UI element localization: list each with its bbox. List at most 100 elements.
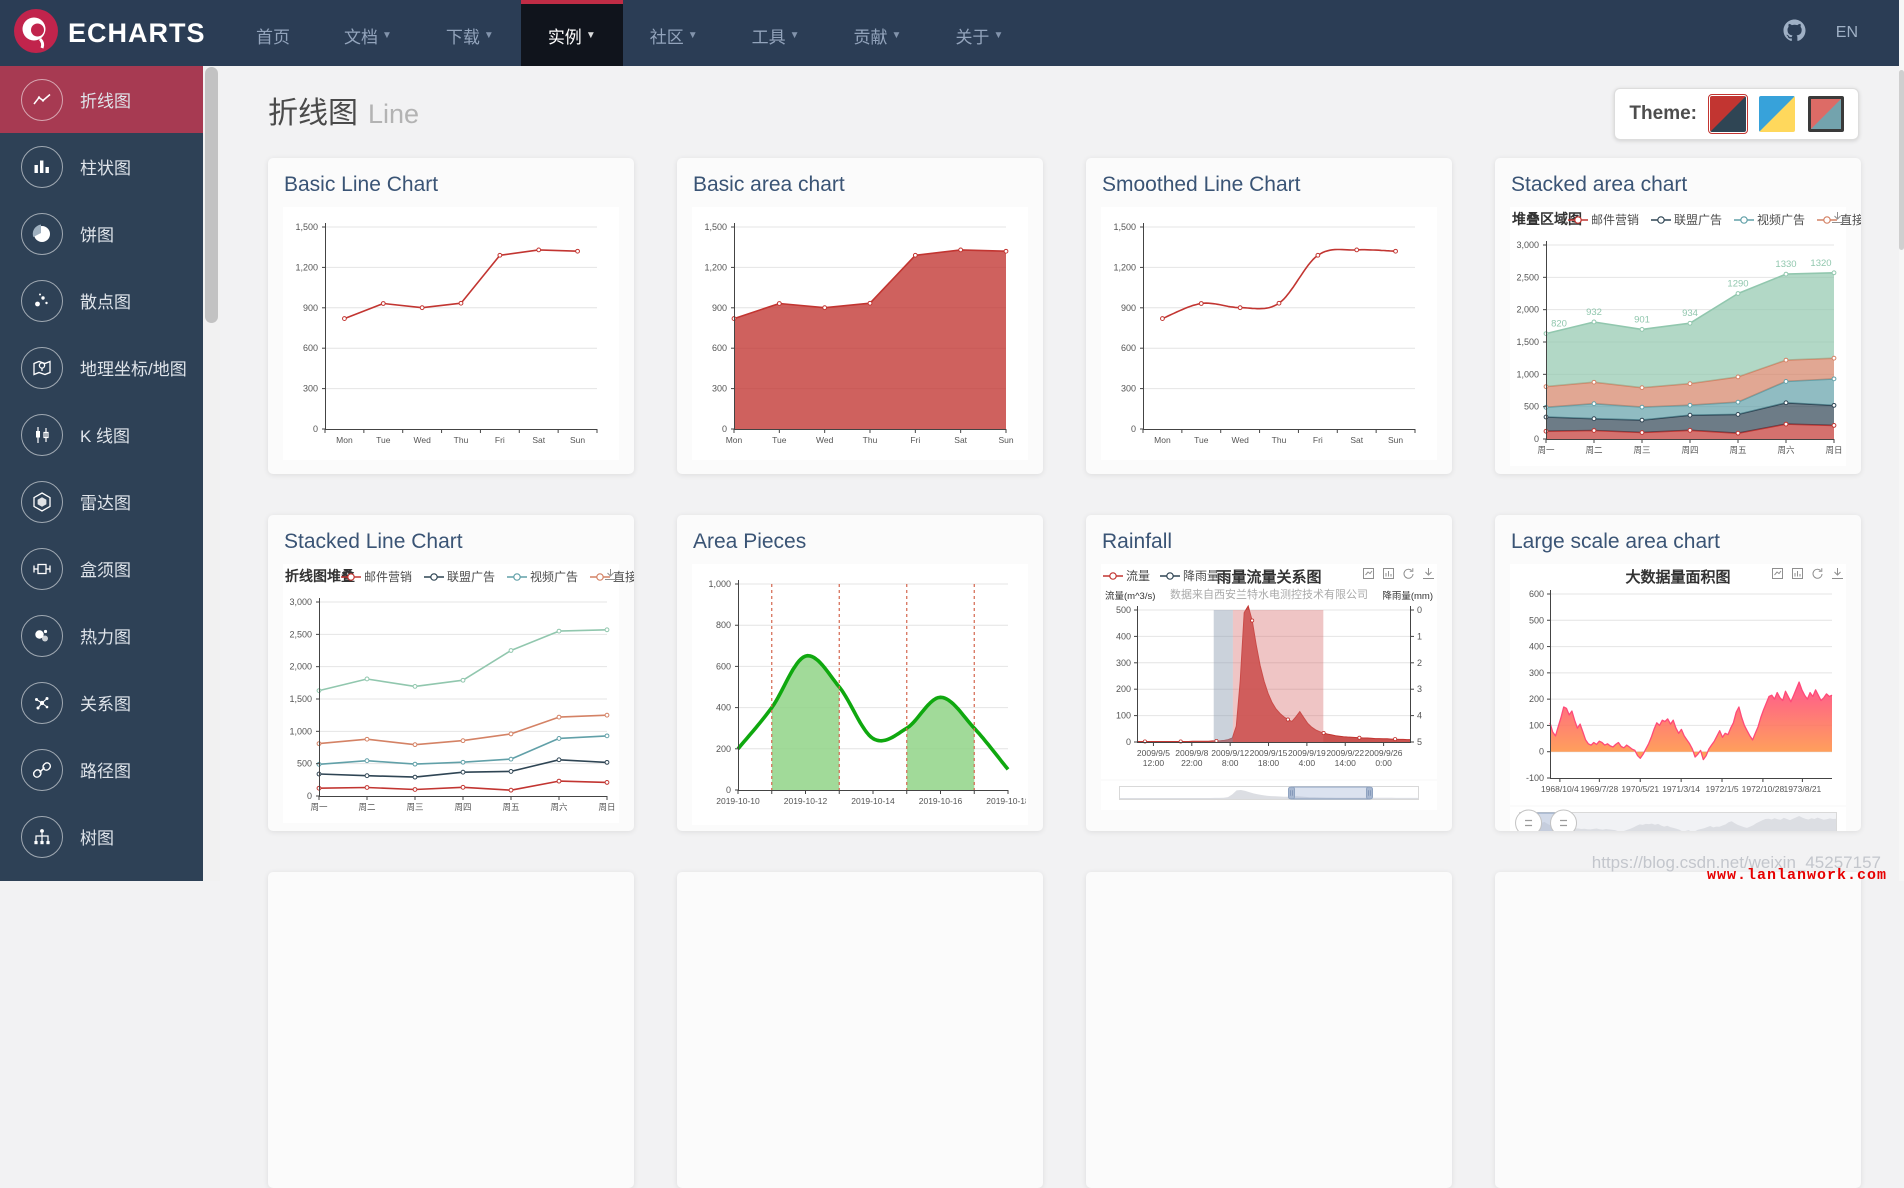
language-toggle[interactable]: EN <box>1835 24 1858 41</box>
example-card-smoothed-line-chart[interactable]: Smoothed Line Chart 0 300 600 900 1,200 1,500 M… <box>1086 158 1452 474</box>
sidebar-item-热力图[interactable]: 热力图 <box>0 602 203 669</box>
example-card-rainfall[interactable]: Rainfall 流量 降雨量 雨量流量关系图 流量(m^3/s) 数据来自西安兰… <box>1086 515 1452 831</box>
github-icon[interactable] <box>1783 19 1806 47</box>
example-card-partial[interactable] <box>677 872 1043 1188</box>
toggle-line-icon[interactable] <box>1771 567 1784 580</box>
nav-item-工具[interactable]: 工具 ▼ <box>725 0 827 66</box>
svg-text:1,000: 1,000 <box>708 579 731 589</box>
svg-text:Sat: Sat <box>954 435 967 445</box>
sidebar-item-树图[interactable]: 树图 <box>0 803 203 870</box>
svg-text:600: 600 <box>716 661 731 671</box>
example-card-large-scale-area-chart[interactable]: Large scale area chart 大数据量面积图 -100 0 100 2… <box>1495 515 1861 831</box>
sidebar-scrollbar[interactable] <box>203 66 220 881</box>
theme-swatch-light[interactable] <box>1759 96 1795 132</box>
svg-text:周日: 周日 <box>598 802 615 812</box>
chart-canvas[interactable]: -100 0 100 200 300 400 500 600 1968/10/4 1969/7/2… <box>1510 584 1846 805</box>
nav-item-首页[interactable]: 首页 <box>229 0 317 66</box>
chart-canvas[interactable]: 0 300 600 900 1,200 1,500 Mon Tue Wed Thu Fri Sat Su… <box>1101 207 1437 460</box>
nav-item-社区[interactable]: 社区 ▼ <box>623 0 725 66</box>
sidebar-item-盒须图[interactable]: 盒须图 <box>0 535 203 602</box>
sidebar-item-路径图[interactable]: 路径图 <box>0 736 203 803</box>
svg-text:1,500: 1,500 <box>1516 337 1539 347</box>
card-title: Basic Line Chart <box>284 173 439 196</box>
example-card-partial[interactable] <box>1495 872 1861 1188</box>
legend-item[interactable]: 直接访问 <box>590 568 634 585</box>
examples-main: 折线图 Line Theme: Basic Line Chart 0 300 600 90… <box>220 66 1899 1188</box>
svg-text:14:00: 14:00 <box>1335 758 1357 768</box>
toggle-line-icon[interactable] <box>1362 567 1375 580</box>
nav-item-下载[interactable]: 下载 ▼ <box>419 0 521 66</box>
svg-text:周三: 周三 <box>406 802 423 812</box>
svg-text:500: 500 <box>297 759 312 769</box>
toggle-bar-icon[interactable] <box>1382 567 1395 580</box>
chart-toolbox <box>1771 567 1844 580</box>
example-card-basic-line-chart[interactable]: Basic Line Chart 0 300 600 900 1,200 1,500 Mon T… <box>268 158 634 474</box>
example-card-area-pieces[interactable]: Area Pieces 0 200 400 600 800 1,000 2019-10-10 2… <box>677 515 1043 831</box>
card-title: Stacked area chart <box>1511 173 1688 196</box>
chart-canvas[interactable]: 820 932 901 934 1290 1330 1320 0 500 1,000 1,500 2,… <box>1510 231 1846 466</box>
svg-text:100: 100 <box>1116 711 1131 721</box>
echarts-logo[interactable]: ECHARTS <box>14 0 209 66</box>
sidebar-item-label: 饼图 <box>80 226 114 245</box>
svg-text:周四: 周四 <box>454 802 471 812</box>
nav-item-文档[interactable]: 文档 ▼ <box>317 0 419 66</box>
download-icon[interactable] <box>1831 212 1844 227</box>
download-icon[interactable] <box>604 569 617 584</box>
legend-item[interactable]: 视频广告 <box>507 568 578 585</box>
chart-canvas[interactable]: 0 500 1,000 1,500 2,000 2,500 3,000 周一 周二 周三 周四 周五 周… <box>283 588 619 823</box>
page-scrollbar-thumb[interactable] <box>1899 70 1904 250</box>
svg-text:1: 1 <box>1417 631 1422 641</box>
theme-swatch-default[interactable] <box>1707 93 1749 135</box>
main-nav: 首页 文档 ▼ 下载 ▼ 实例 ▼ 社区 ▼ 工具 ▼ 贡献 ▼ 关于 ▼ <box>229 0 1030 66</box>
save-image-icon[interactable] <box>1422 567 1435 580</box>
datazoom-slider[interactable] <box>1101 781 1437 810</box>
example-card-partial[interactable] <box>1086 872 1452 1188</box>
svg-text:2,000: 2,000 <box>1516 305 1539 315</box>
sidebar-item-折线图[interactable]: 折线图 <box>0 66 203 133</box>
legend-item[interactable]: 邮件营销 <box>1568 211 1639 228</box>
legend-item[interactable]: 联盟广告 <box>1651 211 1722 228</box>
nav-item-关于[interactable]: 关于 ▼ <box>928 0 1030 66</box>
watermark-url: https://blog.csdn.net/weixin_45257157 <box>1591 853 1881 872</box>
svg-text:932: 932 <box>1586 307 1602 318</box>
restore-icon[interactable] <box>1402 567 1415 580</box>
sidebar-item-地理坐标/地图[interactable]: 地理坐标/地图 <box>0 334 203 401</box>
chart-canvas[interactable]: 0 300 600 900 1,200 1,500 Mon Tue Wed Thu Fri Sat Su… <box>283 207 619 460</box>
svg-text:Fri: Fri <box>495 435 505 445</box>
example-card-basic-area-chart[interactable]: Basic area chart 0 300 600 900 1,200 1,500 Mon T… <box>677 158 1043 474</box>
sidebar-item-饼图[interactable]: 饼图 <box>0 200 203 267</box>
legend-item[interactable]: 直接访问 <box>1817 211 1861 228</box>
example-card-stacked-line-chart[interactable]: Stacked Line Chart 折线图堆叠 邮件营销联盟广告视频广告直接访… <box>268 515 634 831</box>
nav-item-实例[interactable]: 实例 ▼ <box>520 0 623 66</box>
chart-canvas[interactable]: 0 100 200 300 400 500 0 1 2 3 4 5 2009/9/5 12:00 2009/… <box>1101 602 1437 779</box>
legend-item[interactable]: 流量 <box>1103 567 1150 584</box>
svg-text:Wed: Wed <box>1231 435 1249 445</box>
chart-canvas[interactable]: 0 200 400 600 800 1,000 2019-10-10 2019-10-12 20… <box>692 564 1030 825</box>
page-title: 折线图 Line <box>268 88 419 132</box>
page-scrollbar[interactable] <box>1899 0 1904 881</box>
save-image-icon[interactable] <box>1831 567 1844 580</box>
svg-text:300: 300 <box>303 384 318 394</box>
nav-item-贡献[interactable]: 贡献 ▼ <box>827 0 929 66</box>
legend-item[interactable]: 邮件营销 <box>341 568 412 585</box>
theme-swatch-dark[interactable] <box>1808 96 1844 132</box>
restore-icon[interactable] <box>1811 567 1824 580</box>
nav-item-label: 工具 <box>751 27 786 47</box>
sidebar-item-关系图[interactable]: 关系图 <box>0 669 203 736</box>
datazoom-slider[interactable] <box>1510 807 1846 831</box>
toggle-bar-icon[interactable] <box>1791 567 1804 580</box>
svg-text:周一: 周一 <box>310 802 328 812</box>
sidebar-item-雷达图[interactable]: 雷达图 <box>0 468 203 535</box>
example-card-partial[interactable] <box>268 872 634 1188</box>
sidebar-scrollbar-thumb[interactable] <box>205 67 218 323</box>
svg-text:0: 0 <box>307 791 312 801</box>
example-card-stacked-area-chart[interactable]: Stacked area chart 堆叠区域图 邮件营销联盟广告视频广告直接访… <box>1495 158 1861 474</box>
sidebar-item-散点图[interactable]: 散点图 <box>0 267 203 334</box>
legend-item[interactable]: 视频广告 <box>1734 211 1805 228</box>
sidebar-item-柱状图[interactable]: 柱状图 <box>0 133 203 200</box>
svg-text:2009/9/26: 2009/9/26 <box>1365 748 1403 758</box>
chart-canvas[interactable]: 0 300 600 900 1,200 1,500 Mon Tue Wed Thu Fri Sat Su… <box>692 207 1028 460</box>
legend-item[interactable]: 联盟广告 <box>424 568 495 585</box>
sidebar-item-K 线图[interactable]: K 线图 <box>0 401 203 468</box>
legend-item[interactable]: 降雨量 <box>1160 567 1219 584</box>
